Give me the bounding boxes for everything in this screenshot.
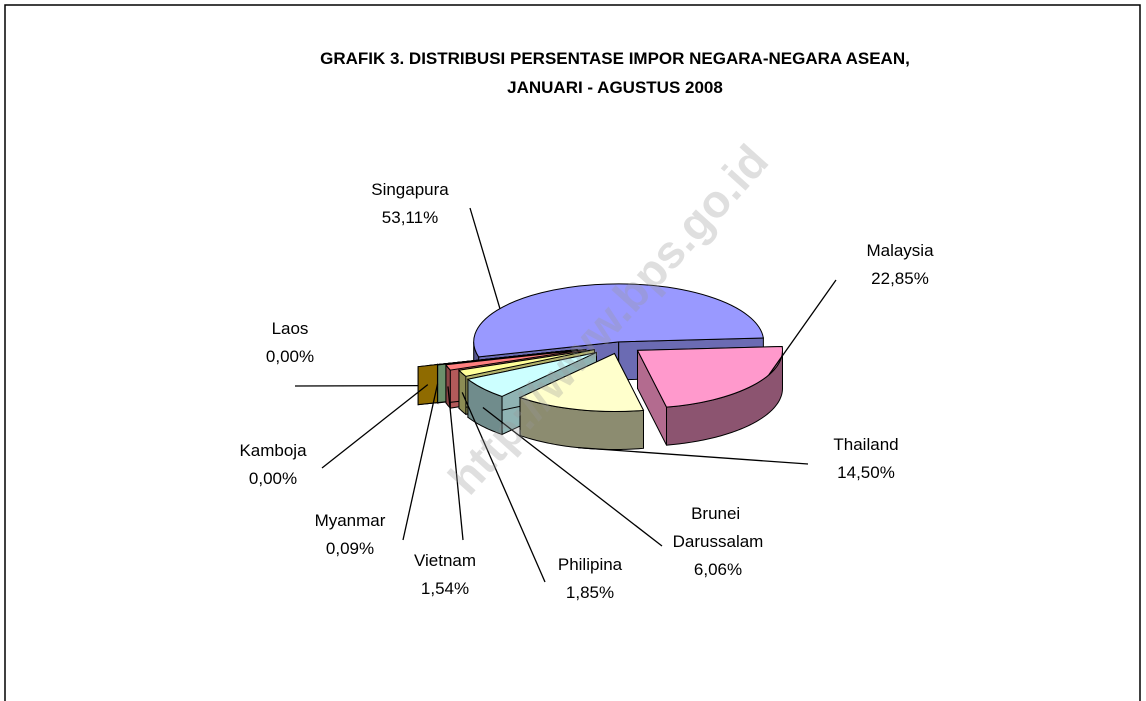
slice-top — [518, 352, 645, 413]
leader-line — [482, 407, 663, 547]
slice — [518, 352, 645, 451]
slice-label: Philipina — [558, 555, 623, 574]
leader-line — [469, 207, 501, 309]
chart-subtitle: JANUARI - AGUSTUS 2008 — [507, 78, 723, 97]
slice-top — [436, 349, 578, 366]
leader-line — [402, 383, 439, 541]
slice-label: Myanmar — [315, 511, 386, 530]
slice-label: Brunei Darussalam — [673, 504, 764, 551]
slice-value-label: 6,06% — [694, 560, 742, 579]
slice-value-label: 1,85% — [566, 583, 614, 602]
slice-label: Singapura — [371, 180, 449, 199]
leader-line — [461, 392, 546, 583]
slice-value-label: 1,54% — [421, 579, 469, 598]
slice-value-label: 53,11% — [382, 208, 438, 227]
slice-value-label: 14,50% — [837, 463, 895, 482]
slice-value-label: 0,00% — [249, 469, 297, 488]
leader-line — [321, 384, 429, 469]
slice-label: Malaysia — [866, 241, 934, 260]
chart-title: GRAFIK 3. DISTRIBUSI PERSENTASE IMPOR NE… — [320, 49, 910, 68]
leader-line — [768, 279, 837, 376]
slice-label: Laos — [272, 319, 309, 338]
slice-value-label: 0,09% — [326, 539, 374, 558]
slice-top — [636, 345, 783, 408]
leader-line — [447, 386, 464, 541]
slice-top — [457, 349, 595, 377]
slice-top — [473, 283, 764, 358]
slice-top — [445, 348, 586, 371]
slice-value-label: 22,85% — [871, 269, 929, 288]
slice-value-label: 0,00% — [266, 347, 314, 366]
leader-line — [577, 447, 809, 465]
slice-label: Thailand — [833, 435, 898, 454]
slice-label: Kamboja — [239, 441, 307, 460]
slice — [636, 345, 783, 446]
slice-label: Vietnam — [414, 551, 476, 570]
slice-top — [466, 351, 597, 397]
